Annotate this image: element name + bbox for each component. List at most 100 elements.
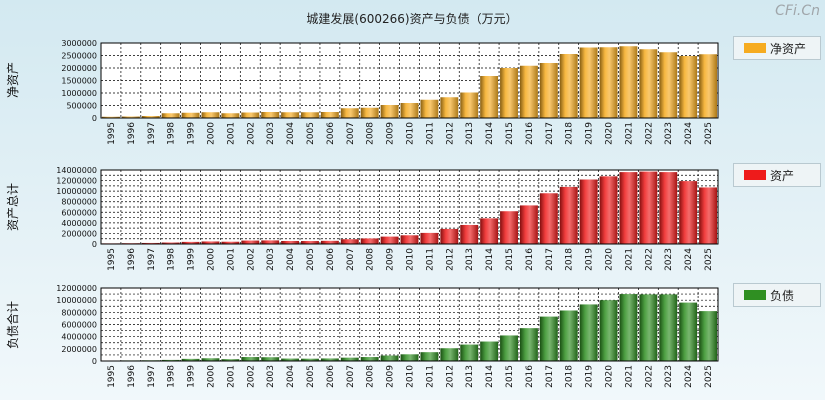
xtick-label-liabilities: 2020 bbox=[605, 365, 615, 388]
legend-box-total-assets: 资产 bbox=[733, 163, 821, 187]
xtick-label-liabilities: 2003 bbox=[266, 365, 276, 388]
ytick-label-net-assets: 2000000 bbox=[61, 64, 97, 73]
bar-liabilities-2003 bbox=[261, 357, 280, 361]
xtick-label-liabilities: 2000 bbox=[206, 365, 216, 388]
plot-frame-liabilities bbox=[100, 287, 719, 362]
xtick-label-net-assets: 2017 bbox=[545, 122, 555, 145]
xtick-label-liabilities: 2010 bbox=[406, 365, 416, 388]
xtick-label-net-assets: 2016 bbox=[525, 122, 535, 145]
bar-liabilities-2019 bbox=[579, 304, 598, 361]
ytick-label-total-assets: 0 bbox=[92, 240, 97, 249]
xtick-label-total-assets: 1999 bbox=[187, 248, 197, 271]
xtick-label-net-assets: 2013 bbox=[465, 122, 475, 145]
bar-liabilities-2014 bbox=[480, 341, 499, 361]
bar-net-assets-2019 bbox=[579, 47, 598, 118]
bar-total-assets-2021 bbox=[619, 172, 638, 244]
bar-liabilities-2009 bbox=[380, 355, 399, 361]
xtick-label-liabilities: 2022 bbox=[644, 365, 654, 388]
xtick-label-net-assets: 2025 bbox=[704, 122, 714, 145]
bar-liabilities-1999 bbox=[181, 358, 200, 361]
xtick-label-net-assets: 2009 bbox=[386, 122, 396, 145]
xtick-label-liabilities: 2018 bbox=[565, 365, 575, 388]
xtick-label-net-assets: 2006 bbox=[326, 122, 336, 145]
bar-total-assets-2013 bbox=[460, 224, 479, 244]
xtick-label-net-assets: 1998 bbox=[167, 122, 177, 145]
bar-total-assets-2006 bbox=[320, 240, 339, 244]
bar-net-assets-2018 bbox=[559, 54, 578, 118]
xtick-label-net-assets: 2004 bbox=[286, 122, 296, 145]
ytick-label-liabilities: 12000000 bbox=[56, 284, 97, 293]
xtick-label-net-assets: 2000 bbox=[206, 122, 216, 145]
legend-label-net-assets: 净资产 bbox=[770, 42, 807, 56]
xtick-label-total-assets: 2024 bbox=[684, 248, 694, 271]
xtick-label-liabilities: 2016 bbox=[525, 365, 535, 388]
xtick-label-liabilities: 2009 bbox=[386, 365, 396, 388]
bar-liabilities-2017 bbox=[539, 316, 558, 361]
bar-liabilities-2005 bbox=[301, 358, 319, 361]
xtick-label-net-assets: 2015 bbox=[505, 122, 515, 145]
xtick-label-liabilities: 2012 bbox=[445, 365, 455, 388]
bar-net-assets-2023 bbox=[659, 52, 678, 118]
legend-box-liabilities: 负债 bbox=[733, 283, 821, 307]
bar-net-assets-1995 bbox=[102, 116, 120, 118]
bar-net-assets-2001 bbox=[221, 113, 240, 118]
xtick-label-net-assets: 2007 bbox=[346, 122, 356, 145]
xtick-label-total-assets: 2021 bbox=[624, 248, 634, 271]
ylabel-liabilities: 负债合计 bbox=[5, 301, 20, 349]
bar-net-assets-2006 bbox=[320, 112, 339, 118]
legend-swatch-liabilities bbox=[744, 290, 766, 300]
panel-liabilities: 0 2000000 4000000 6000000 8000000 10000000 120… bbox=[5, 284, 719, 388]
bar-liabilities-2022 bbox=[639, 294, 658, 361]
ytick-label-net-assets: 1000000 bbox=[61, 89, 97, 98]
xtick-label-net-assets: 2005 bbox=[306, 122, 316, 145]
bar-net-assets-2025 bbox=[699, 54, 717, 118]
legend-swatch-total-assets bbox=[744, 170, 766, 180]
xtick-label-total-assets: 2002 bbox=[246, 248, 256, 271]
bar-total-assets-2007 bbox=[340, 239, 359, 244]
ytick-label-liabilities: 2000000 bbox=[61, 345, 97, 354]
xtick-label-net-assets: 2023 bbox=[664, 122, 674, 145]
xtick-label-total-assets: 2017 bbox=[545, 248, 555, 271]
xtick-label-net-assets: 1995 bbox=[107, 122, 117, 145]
bar-liabilities-2007 bbox=[340, 357, 359, 361]
bar-net-assets-2012 bbox=[440, 97, 459, 118]
xtick-label-liabilities: 1996 bbox=[127, 365, 137, 388]
xtick-label-liabilities: 2015 bbox=[505, 365, 515, 388]
bar-total-assets-2002 bbox=[241, 240, 260, 244]
bar-net-assets-2007 bbox=[340, 108, 359, 118]
xtick-label-total-assets: 2016 bbox=[525, 248, 535, 271]
xtick-label-net-assets: 1999 bbox=[187, 122, 197, 145]
legend-box-net-assets: 净资产 bbox=[733, 36, 821, 60]
bar-total-assets-2023 bbox=[659, 172, 678, 244]
xtick-label-total-assets: 2006 bbox=[326, 248, 336, 271]
xtick-label-net-assets: 2010 bbox=[406, 122, 416, 145]
xtick-label-total-assets: 2009 bbox=[386, 248, 396, 271]
xtick-label-net-assets: 2020 bbox=[605, 122, 615, 145]
ylabel-total-assets: 资产总计 bbox=[6, 183, 20, 231]
xtick-label-liabilities: 2002 bbox=[246, 365, 256, 388]
xtick-label-liabilities: 1997 bbox=[147, 365, 157, 388]
bar-net-assets-2004 bbox=[281, 112, 300, 118]
bar-total-assets-1998 bbox=[161, 242, 180, 244]
xtick-label-liabilities: 2024 bbox=[684, 365, 694, 388]
bar-liabilities-2020 bbox=[599, 300, 618, 361]
xtick-label-liabilities: 2004 bbox=[286, 365, 296, 388]
bar-liabilities-2023 bbox=[659, 294, 678, 361]
bar-liabilities-2018 bbox=[559, 310, 578, 361]
bar-net-assets-2015 bbox=[500, 68, 518, 118]
bar-liabilities-2013 bbox=[460, 344, 479, 361]
bar-net-assets-2024 bbox=[679, 56, 698, 118]
xtick-label-total-assets: 2008 bbox=[366, 248, 376, 271]
bar-total-assets-2005 bbox=[301, 241, 319, 244]
bar-liabilities-2011 bbox=[420, 352, 439, 361]
xtick-label-total-assets: 2013 bbox=[465, 248, 475, 271]
xtick-label-net-assets: 2008 bbox=[366, 122, 376, 145]
xtick-label-liabilities: 2025 bbox=[704, 365, 714, 388]
ytick-label-total-assets: 4000000 bbox=[61, 219, 97, 228]
xtick-label-total-assets: 2000 bbox=[206, 248, 216, 271]
xtick-label-liabilities: 2023 bbox=[664, 365, 674, 388]
xtick-label-total-assets: 2011 bbox=[425, 248, 435, 271]
bar-liabilities-2010 bbox=[400, 354, 419, 361]
